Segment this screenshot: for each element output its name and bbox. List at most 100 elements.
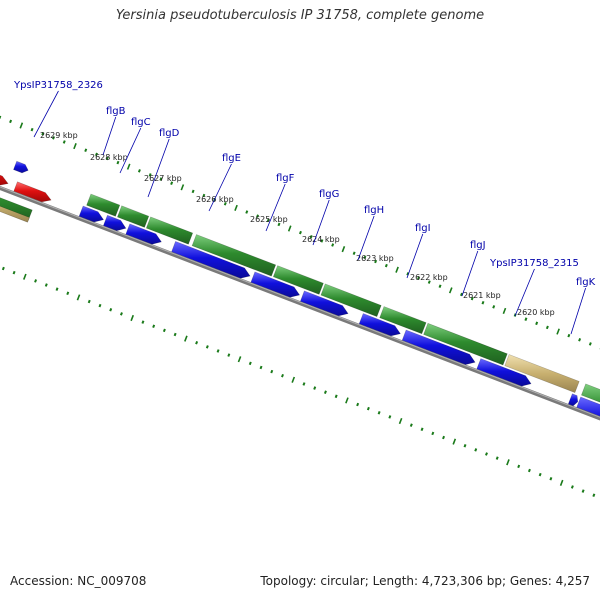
- tick-mark: [105, 156, 109, 161]
- gene-label[interactable]: flgE: [222, 153, 241, 164]
- tick-mark: [463, 444, 467, 448]
- gene-label[interactable]: flgC: [131, 117, 151, 128]
- backbone-highlight: [0, 186, 600, 418]
- gene-green: [145, 216, 194, 245]
- tick-mark: [334, 394, 338, 399]
- leader-line: [265, 183, 286, 232]
- tick-mark: [12, 270, 16, 275]
- gene-label[interactable]: flgG: [319, 189, 339, 200]
- kbp-label: 2627 kbp: [144, 174, 182, 183]
- tick-mark: [223, 202, 227, 206]
- leader-line: [312, 199, 330, 246]
- leader-line: [102, 116, 117, 156]
- tick-mark: [417, 276, 421, 280]
- gene-labels[interactable]: YpsIP31758_2326 flgB flgC flgD flgE flgF…: [13, 80, 596, 288]
- tick-mark: [556, 328, 560, 335]
- tick-mark: [356, 402, 360, 407]
- outer-tick-marks: [0, 115, 600, 350]
- gene-blue: [171, 241, 251, 279]
- tick-mark: [377, 411, 381, 415]
- tick-mark: [567, 333, 571, 338]
- gene-label[interactable]: flgD: [159, 128, 180, 139]
- tick-mark: [162, 328, 166, 333]
- tick-mark: [205, 345, 209, 349]
- tick-mark: [84, 148, 88, 152]
- tick-mark: [363, 255, 367, 260]
- tick-mark: [191, 189, 195, 194]
- tick-mark: [141, 320, 145, 324]
- tick-mark: [538, 472, 542, 477]
- tick-mark: [502, 307, 507, 315]
- genome-summary: Topology: circular; Length: 4,723,306 bp…: [260, 574, 590, 588]
- tick-mark: [9, 119, 13, 124]
- tick-mark: [52, 136, 55, 140]
- tick-mark: [588, 342, 592, 346]
- tick-mark: [517, 464, 521, 469]
- tick-mark: [302, 382, 306, 386]
- leader-line: [208, 163, 232, 212]
- tick-mark: [495, 456, 499, 460]
- tick-mark: [320, 239, 324, 243]
- gene-blue: [250, 271, 301, 298]
- gene-label[interactable]: flgI: [415, 223, 431, 234]
- kbp-label: 2621 kbp: [463, 291, 501, 300]
- gene-label[interactable]: flgF: [276, 173, 295, 184]
- gene-green: [86, 193, 121, 217]
- gene-label[interactable]: flgJ: [470, 240, 486, 251]
- tick-mark: [137, 169, 141, 173]
- tick-mark: [237, 356, 242, 363]
- tick-mark: [298, 230, 302, 235]
- backbone-line: [0, 185, 600, 421]
- tick-mark: [195, 340, 199, 345]
- tick-mark: [202, 193, 206, 198]
- tick-mark: [248, 361, 252, 366]
- tick-mark: [549, 476, 553, 481]
- kbp-label: 2620 kbp: [517, 308, 555, 317]
- leader-line: [33, 90, 59, 138]
- kbp-label: 2629 kbp: [40, 131, 78, 140]
- tick-mark: [76, 294, 81, 301]
- tick-mark: [266, 218, 270, 223]
- tick-mark: [460, 292, 463, 297]
- tick-mark: [341, 246, 346, 253]
- tick-mark: [570, 485, 574, 489]
- leader-line: [514, 268, 535, 317]
- gene-label[interactable]: flgH: [364, 205, 384, 216]
- tick-mark: [256, 214, 259, 218]
- tick-mark: [245, 210, 249, 214]
- gene-blue: [125, 223, 162, 245]
- tick-mark: [309, 235, 313, 239]
- tick-mark: [98, 303, 102, 308]
- tick-mark: [116, 160, 120, 165]
- gene-blue: [78, 205, 104, 223]
- gene-label[interactable]: flgK: [576, 277, 596, 288]
- tick-mark: [366, 406, 370, 411]
- tick-mark: [234, 204, 238, 211]
- tick-mark: [184, 335, 188, 342]
- tick-mark: [119, 312, 123, 316]
- leader-line: [461, 250, 479, 297]
- tick-mark: [41, 131, 45, 136]
- tick-mark: [524, 317, 528, 321]
- map-title: Yersinia pseudotuberculosis IP 31758, co…: [115, 8, 485, 23]
- tick-mark: [19, 122, 24, 129]
- tick-mark: [55, 287, 59, 291]
- tick-mark: [87, 299, 91, 304]
- tick-mark: [452, 438, 457, 445]
- kbp-label: 2624 kbp: [302, 235, 340, 244]
- gene-label[interactable]: flgB: [106, 106, 126, 117]
- inner-tick-marks: [1, 266, 596, 497]
- gene-label[interactable]: YpsIP31758_2315: [489, 258, 579, 269]
- gene-label[interactable]: YpsIP31758_2326: [13, 80, 103, 91]
- tick-mark: [291, 376, 296, 383]
- leader-line: [119, 127, 142, 174]
- leader-line: [406, 233, 424, 279]
- tick-mark: [442, 435, 446, 440]
- tick-mark: [485, 452, 488, 456]
- gene-features: [0, 160, 600, 417]
- tick-mark: [270, 369, 274, 374]
- tick-mark: [406, 272, 410, 276]
- tick-mark: [277, 222, 281, 227]
- tick-mark: [535, 321, 539, 326]
- tick-mark: [126, 163, 131, 170]
